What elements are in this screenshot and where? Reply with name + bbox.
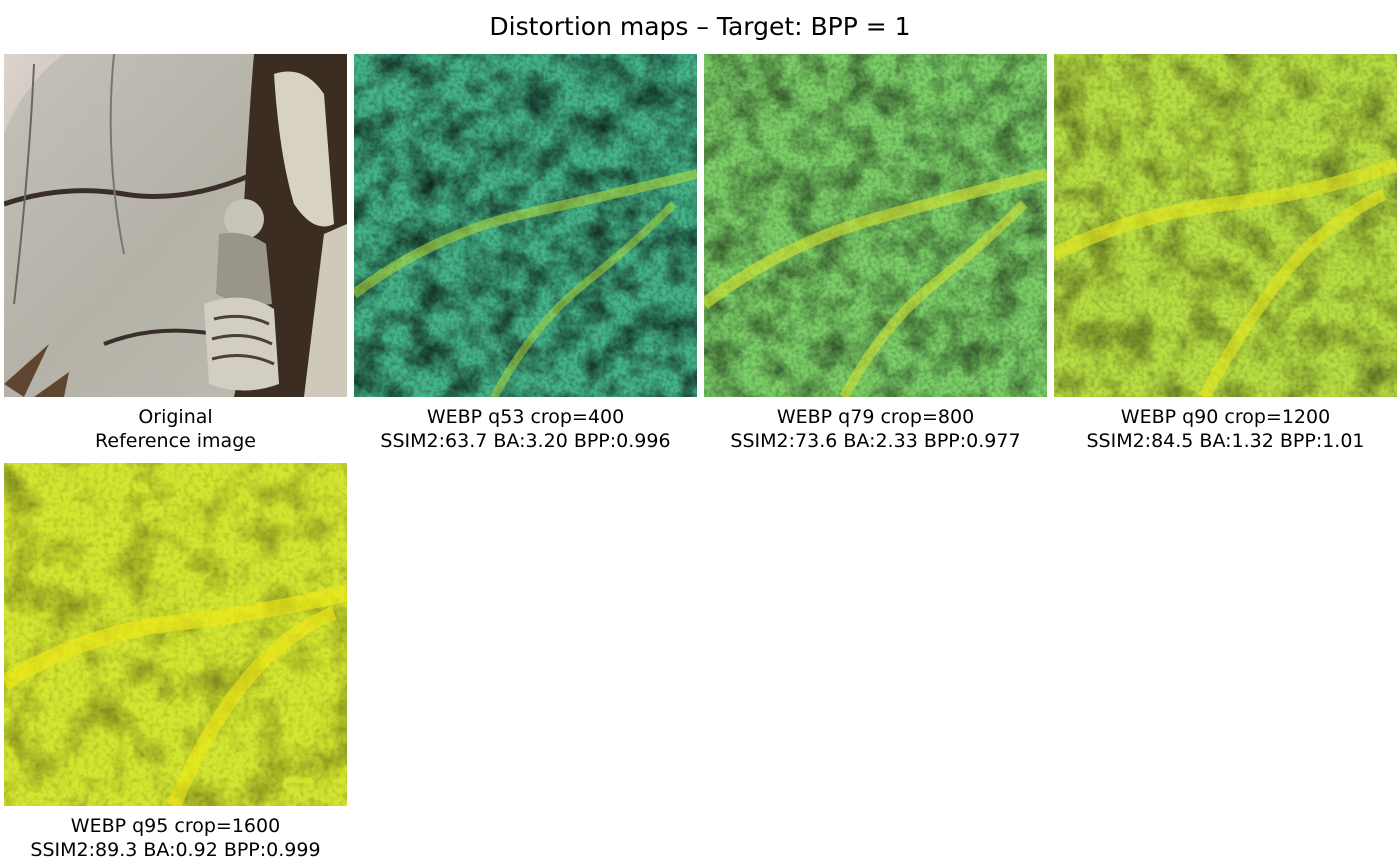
- caption-line-1: WEBP q90 crop=1200: [1120, 406, 1331, 428]
- caption-line-1: Original: [138, 406, 213, 428]
- distortion-map: [704, 54, 1047, 397]
- distortion-map: [354, 54, 697, 397]
- caption-line-2: SSIM2:73.6 BA:2.33 BPP:0.977: [730, 430, 1021, 452]
- reference-image: [4, 54, 347, 397]
- panel-caption: WEBP q95 crop=1600 SSIM2:89.3 BA:0.92 BP…: [0, 814, 367, 862]
- caption-line-1: WEBP q79 crop=800: [776, 406, 975, 428]
- panel-caption: WEBP q53 crop=400 SSIM2:63.7 BA:3.20 BPP…: [334, 405, 717, 453]
- caption-line-1: WEBP q95 crop=1600: [70, 815, 281, 837]
- caption-line-1: WEBP q53 crop=400: [426, 406, 625, 428]
- distortion-map: [1054, 54, 1397, 397]
- caption-line-2: SSIM2:84.5 BA:1.32 BPP:1.01: [1086, 430, 1365, 452]
- panel-caption: Original Reference image: [0, 405, 367, 453]
- distortion-map-graphic: [4, 463, 347, 806]
- caption-line-2: Reference image: [95, 430, 256, 452]
- reference-image-graphic: [4, 54, 347, 397]
- distortion-map: [4, 463, 347, 806]
- caption-line-2: SSIM2:63.7 BA:3.20 BPP:0.996: [380, 430, 671, 452]
- distortion-map-graphic: [354, 54, 697, 397]
- distortion-map-graphic: [1054, 54, 1397, 397]
- figure-title: Distortion maps – Target: BPP = 1: [489, 12, 911, 41]
- panel-caption: WEBP q79 crop=800 SSIM2:73.6 BA:2.33 BPP…: [684, 405, 1067, 453]
- panel-caption: WEBP q90 crop=1200 SSIM2:84.5 BA:1.32 BP…: [1034, 405, 1400, 453]
- distortion-map-graphic: [704, 54, 1047, 397]
- caption-line-2: SSIM2:89.3 BA:0.92 BPP:0.999: [30, 839, 321, 861]
